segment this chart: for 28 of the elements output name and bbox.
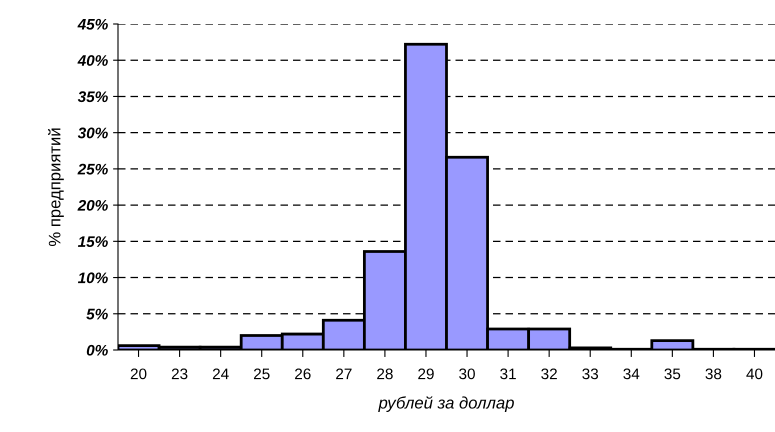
- y-tick-label: 10%: [78, 272, 108, 284]
- x-tick-label: 31: [500, 368, 516, 380]
- x-tick-label: 28: [377, 368, 393, 380]
- y-tick-label: 20%: [77, 200, 108, 211]
- x-tick-label: 25: [254, 368, 270, 380]
- x-tick-label: 29: [418, 368, 434, 380]
- y-tick-label: 40%: [77, 55, 108, 66]
- y-tick-label: 45%: [77, 18, 108, 30]
- x-tick-label: 24: [212, 368, 229, 380]
- x-tick-label: 38: [705, 368, 722, 380]
- x-tick-label: 23: [172, 368, 188, 380]
- x-tick-label: 26: [295, 368, 311, 380]
- y-tick-label: 15%: [78, 236, 108, 248]
- x-tick-label: 35: [664, 368, 680, 380]
- x-tick-label: 40: [746, 368, 762, 380]
- y-axis-title: % предприятий: [48, 128, 64, 246]
- y-tick-label: 0%: [86, 344, 108, 356]
- x-tick-label: 20: [130, 368, 146, 380]
- x-axis-title: рублей за доллар: [378, 396, 514, 412]
- y-tick-label: 25%: [77, 164, 108, 175]
- x-tick-label: 33: [582, 368, 598, 380]
- x-tick-label: 30: [459, 368, 475, 380]
- x-tick-label: 32: [541, 368, 557, 380]
- x-tick-label: 27: [336, 368, 352, 380]
- y-tick-label: 5%: [86, 308, 108, 320]
- y-tick-label: 30%: [78, 128, 108, 138]
- x-tick-label: 34: [623, 368, 640, 380]
- y-tick-label: 35%: [78, 91, 108, 102]
